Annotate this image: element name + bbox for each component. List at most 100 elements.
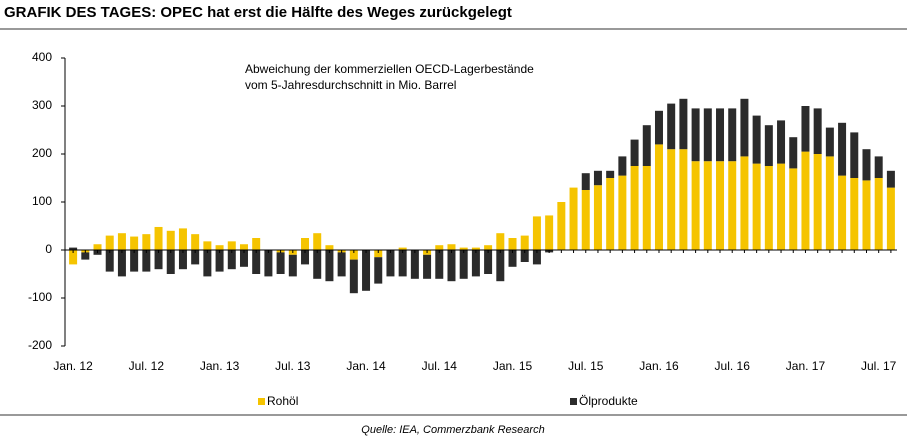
bar bbox=[838, 175, 847, 250]
x-tick-label: Jan. 13 bbox=[200, 359, 240, 373]
bar bbox=[484, 250, 493, 274]
bar bbox=[105, 250, 114, 272]
bar bbox=[667, 103, 676, 150]
bar bbox=[764, 166, 773, 250]
x-tick-label: Jul. 12 bbox=[129, 359, 165, 373]
legend-swatch bbox=[258, 398, 265, 405]
x-tick-label: Jan. 15 bbox=[493, 359, 533, 373]
bar bbox=[459, 250, 468, 279]
bar bbox=[166, 230, 175, 250]
bar bbox=[471, 250, 480, 277]
bar bbox=[630, 166, 639, 250]
bar bbox=[374, 250, 383, 258]
x-tick-label: Jan. 12 bbox=[53, 359, 93, 373]
x-tick-label: Jan. 17 bbox=[786, 359, 826, 373]
x-tick-label: Jul. 13 bbox=[275, 359, 311, 373]
bar bbox=[435, 245, 444, 250]
bar bbox=[142, 250, 151, 272]
bar bbox=[447, 250, 456, 282]
bar bbox=[178, 250, 187, 270]
bar bbox=[679, 98, 688, 150]
bar bbox=[117, 233, 126, 250]
bar bbox=[264, 250, 273, 277]
bar bbox=[520, 250, 529, 262]
bar bbox=[313, 233, 322, 250]
bar bbox=[215, 245, 224, 250]
bar bbox=[105, 235, 114, 250]
annotation: vom 5-Jahresdurchschnitt in Mio. Barrel bbox=[245, 78, 456, 92]
bar bbox=[728, 108, 737, 162]
bar bbox=[276, 252, 285, 274]
bar bbox=[337, 252, 346, 277]
y-tick-label: 0 bbox=[45, 242, 52, 256]
bar bbox=[301, 238, 310, 250]
bar bbox=[740, 98, 749, 157]
bar bbox=[130, 250, 139, 272]
x-tick-label: Jul. 16 bbox=[715, 359, 751, 373]
bar bbox=[154, 226, 163, 250]
legend-label: Rohöl bbox=[267, 394, 298, 408]
bar bbox=[374, 257, 383, 284]
bar bbox=[154, 250, 163, 270]
bar bbox=[789, 137, 798, 169]
bar bbox=[191, 234, 200, 250]
bar bbox=[545, 215, 554, 250]
bar bbox=[862, 180, 871, 250]
bar bbox=[679, 149, 688, 250]
bar bbox=[606, 178, 615, 250]
bar bbox=[862, 149, 871, 181]
x-tick-label: Jan. 14 bbox=[346, 359, 386, 373]
bar bbox=[874, 156, 883, 178]
bar bbox=[362, 250, 371, 291]
bar bbox=[752, 115, 761, 164]
bar bbox=[191, 250, 200, 265]
bar bbox=[606, 170, 615, 178]
legend-swatch bbox=[570, 398, 577, 405]
bar bbox=[703, 108, 712, 162]
bar bbox=[496, 250, 505, 282]
bar bbox=[142, 234, 151, 250]
bar bbox=[69, 247, 78, 250]
bar bbox=[789, 168, 798, 250]
bar bbox=[349, 259, 358, 294]
bar bbox=[459, 247, 468, 250]
bar bbox=[642, 125, 651, 166]
bar bbox=[874, 178, 883, 250]
bar bbox=[813, 108, 822, 154]
x-tick-label: Jul. 14 bbox=[422, 359, 458, 373]
bar bbox=[386, 250, 395, 277]
bar bbox=[593, 170, 602, 186]
bar bbox=[301, 250, 310, 265]
bar bbox=[130, 236, 139, 250]
bar bbox=[252, 250, 261, 274]
bar bbox=[496, 233, 505, 250]
bar bbox=[252, 238, 261, 250]
bar bbox=[630, 139, 639, 166]
y-tick-label: 300 bbox=[32, 98, 52, 112]
bar bbox=[886, 187, 895, 250]
bar bbox=[667, 149, 676, 250]
bar bbox=[313, 250, 322, 279]
bar bbox=[410, 250, 419, 279]
bar bbox=[423, 254, 432, 279]
bar bbox=[764, 125, 773, 166]
bar bbox=[166, 250, 175, 274]
bar bbox=[81, 252, 90, 260]
bar bbox=[325, 250, 334, 282]
bar bbox=[850, 132, 859, 178]
bar bbox=[654, 110, 663, 145]
bar bbox=[801, 151, 810, 250]
bar bbox=[508, 250, 517, 267]
bar bbox=[227, 241, 236, 250]
bar bbox=[618, 156, 627, 176]
bar bbox=[813, 154, 822, 250]
y-tick-label: -100 bbox=[28, 290, 52, 304]
y-tick-label: 100 bbox=[32, 194, 52, 208]
bar bbox=[801, 106, 810, 152]
bar bbox=[532, 250, 541, 265]
bar bbox=[325, 245, 334, 250]
bar bbox=[777, 163, 786, 250]
bar bbox=[581, 173, 590, 190]
bar bbox=[93, 244, 102, 250]
bar bbox=[569, 187, 578, 250]
